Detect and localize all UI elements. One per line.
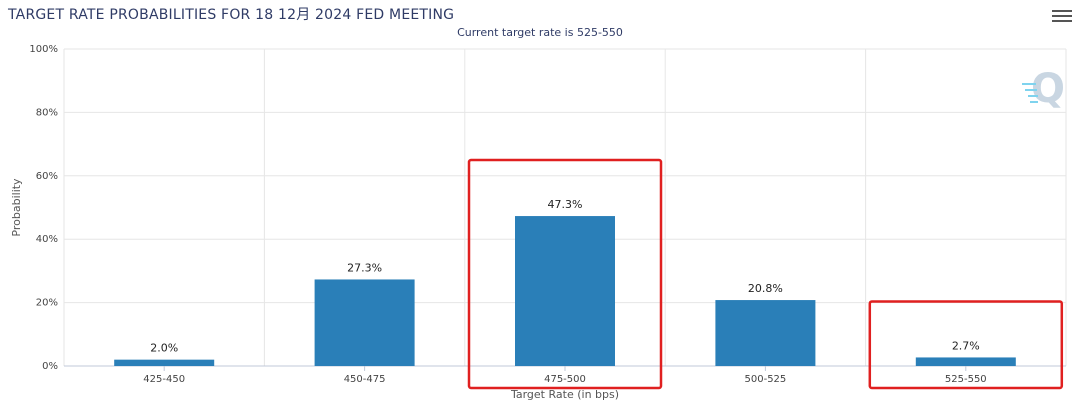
- menu-icon-line: [1052, 10, 1072, 12]
- data-label: 47.3%: [548, 198, 583, 211]
- highlight-box: [467, 158, 663, 390]
- chart-subtitle: Current target rate is 525-550: [457, 26, 623, 39]
- y-tick-label: 40%: [36, 234, 58, 245]
- bar[interactable]: [114, 359, 215, 366]
- bar[interactable]: [314, 279, 415, 366]
- x-axis-title: Target Rate (in bps): [510, 388, 619, 401]
- data-label: 27.3%: [347, 261, 382, 274]
- x-tick-label: 475-500: [544, 374, 586, 385]
- bar[interactable]: [715, 300, 816, 366]
- gridlines: [63, 48, 1067, 367]
- y-tick-label: 80%: [36, 107, 58, 118]
- y-axis-ticks: 0% 20% 40% 60% 80% 100%: [29, 44, 58, 372]
- y-tick-label: 60%: [36, 171, 58, 182]
- bars: [114, 216, 1016, 366]
- x-axis-ticks: 425-450 450-475 475-500 500-525 525-550: [143, 366, 987, 385]
- y-tick-label: 0%: [42, 361, 58, 372]
- chart-title: TARGET RATE PROBABILITIES FOR 18 12月 202…: [8, 7, 455, 23]
- y-axis-title: Probability: [10, 178, 23, 237]
- y-tick-label: 100%: [29, 44, 58, 55]
- x-tick-label: 450-475: [344, 374, 386, 385]
- menu-icon-line: [1052, 15, 1072, 17]
- x-tick-label: 500-525: [745, 374, 787, 385]
- data-label: 2.0%: [150, 342, 178, 355]
- x-tick-label: 425-450: [143, 374, 185, 385]
- highlight-box: [868, 300, 1064, 390]
- data-label: 20.8%: [748, 282, 783, 295]
- highlight-boxes: [467, 158, 1064, 390]
- x-tick-label: 525-550: [945, 374, 987, 385]
- bar[interactable]: [915, 357, 1016, 366]
- bar[interactable]: [515, 216, 615, 366]
- data-label: 2.7%: [952, 339, 980, 352]
- q-logo-icon: Q: [1022, 66, 1065, 112]
- y-tick-label: 20%: [36, 298, 58, 309]
- menu-icon[interactable]: [1052, 10, 1072, 28]
- menu-icon-line: [1052, 20, 1072, 22]
- data-labels: 2.0% 27.3% 47.3% 20.8% 2.7%: [150, 198, 980, 355]
